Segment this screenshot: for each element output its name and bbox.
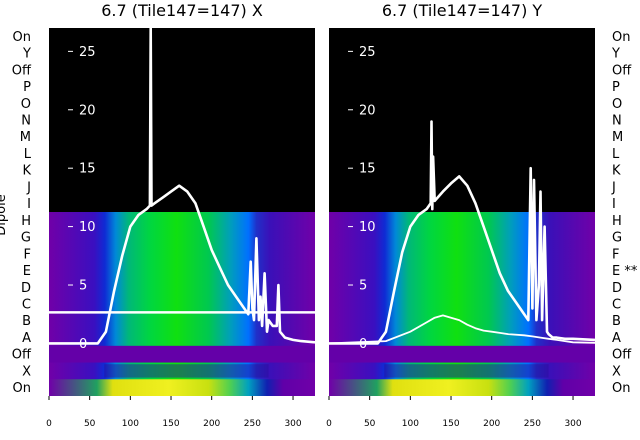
row-label-left: D <box>21 281 31 296</box>
row-label-right: F <box>612 247 619 262</box>
heatmap-row-off <box>329 345 595 364</box>
row-label-left: G <box>21 231 31 246</box>
row-label-right: C <box>612 298 621 313</box>
heatmap-row-g <box>49 228 315 247</box>
row-label-right: On <box>612 381 630 396</box>
heatmap-row-c <box>49 295 315 313</box>
x-tick-label: 0 <box>326 419 332 429</box>
row-label-right: N <box>612 114 622 129</box>
heatmap-row-x <box>329 362 595 380</box>
row-label-right: L <box>612 147 620 162</box>
row-label-right: Off <box>612 348 632 363</box>
row-label-right: D <box>612 281 622 296</box>
row-label-right: O <box>612 97 622 112</box>
heatmap-row-b <box>49 312 315 330</box>
x-tick-label: 100 <box>402 419 419 429</box>
y-tick-label: 5 <box>359 279 367 294</box>
row-label-left: H <box>21 214 31 229</box>
row-label-left: F <box>24 247 31 262</box>
row-label-right: M <box>612 130 623 145</box>
row-label-left: K <box>22 164 31 179</box>
row-label-left: Y <box>22 47 31 62</box>
y-tick-label: 15 <box>359 162 376 177</box>
y-axis-label: Dipole <box>0 194 9 235</box>
row-label-left: On <box>13 30 31 45</box>
y-tick-label: 10 <box>79 220 96 235</box>
heatmap-row-off <box>49 345 315 364</box>
series-line-2 <box>329 314 595 345</box>
heatmap-row-d <box>329 278 595 297</box>
heatmap-row-x <box>49 362 315 380</box>
row-label-right: Off <box>612 63 632 78</box>
heatmap-row-a <box>329 329 595 347</box>
y-tick-label: 5 <box>79 279 87 294</box>
x-tick-label: 300 <box>284 419 301 429</box>
row-label-left: E <box>23 264 31 279</box>
row-label-left: A <box>22 331 31 346</box>
row-label-left: P <box>23 80 31 95</box>
heatmap-row-e <box>49 262 315 280</box>
row-label-right: H <box>612 214 622 229</box>
row-label-left: L <box>24 147 32 162</box>
row-label-right: P <box>612 80 620 95</box>
heatmap-band-x <box>104 364 269 378</box>
x-tick-label: 150 <box>442 419 459 429</box>
heatmap-row-f <box>49 245 315 263</box>
row-label-left: C <box>22 298 31 313</box>
row-label-left: J <box>26 180 31 195</box>
row-label-left: X <box>22 364 31 379</box>
row-label-right: G <box>612 231 622 246</box>
row-label-left: On <box>13 381 31 396</box>
x-tick-label: 150 <box>162 419 179 429</box>
x-tick-label: 50 <box>84 419 96 429</box>
row-label-left: N <box>21 114 31 129</box>
y-tick-label: 25 <box>359 45 376 60</box>
row-label-right: B <box>612 314 621 329</box>
heatmap-row-h <box>49 212 315 230</box>
row-label-right: K <box>612 164 621 179</box>
row-label-right: A <box>612 331 621 346</box>
panel-title: 6.7 (Tile147=147) X <box>101 1 263 20</box>
row-label-left: M <box>20 130 31 145</box>
row-label-right: J <box>611 180 616 195</box>
y-tick-label: 15 <box>79 162 96 177</box>
x-tick-label: 200 <box>203 419 220 429</box>
heatmap-row-h <box>329 212 595 230</box>
x-tick-label: 100 <box>122 419 139 429</box>
y-tick-label: 25 <box>79 45 96 60</box>
heatmap-row-c <box>329 295 595 313</box>
y-tick-label: 20 <box>79 103 96 118</box>
heatmap-row-a <box>49 329 315 347</box>
row-label-left: Off <box>12 63 32 78</box>
series-line-1 <box>49 28 315 345</box>
heatmap-band-x <box>384 364 549 378</box>
heatmap-row-on <box>329 379 595 396</box>
heatmap-row-e <box>329 262 595 280</box>
heatmap-row-on <box>49 379 315 396</box>
heatmap-row-d <box>49 278 315 297</box>
series-line-1 <box>329 120 595 345</box>
row-label-right: On <box>612 30 630 45</box>
panel-title: 6.7 (Tile147=147) Y <box>382 1 543 20</box>
row-label-right: I <box>612 197 616 212</box>
row-label-right: X <box>612 364 621 379</box>
row-label-left: B <box>22 314 31 329</box>
y-tick-label: 20 <box>359 103 376 118</box>
x-tick-label: 250 <box>524 419 541 429</box>
row-label-left: Off <box>12 348 32 363</box>
row-label-left: O <box>21 97 31 112</box>
x-tick-label: 0 <box>46 419 52 429</box>
heatmap-row-f <box>329 245 595 263</box>
x-tick-label: 300 <box>564 419 581 429</box>
y-tick-label: 10 <box>359 220 376 235</box>
row-label-right: Y <box>611 47 620 62</box>
row-label-right: E ** <box>612 264 638 279</box>
row-label-left: I <box>27 197 31 212</box>
x-tick-label: 200 <box>483 419 500 429</box>
x-tick-label: 50 <box>364 419 376 429</box>
x-tick-label: 250 <box>244 419 261 429</box>
